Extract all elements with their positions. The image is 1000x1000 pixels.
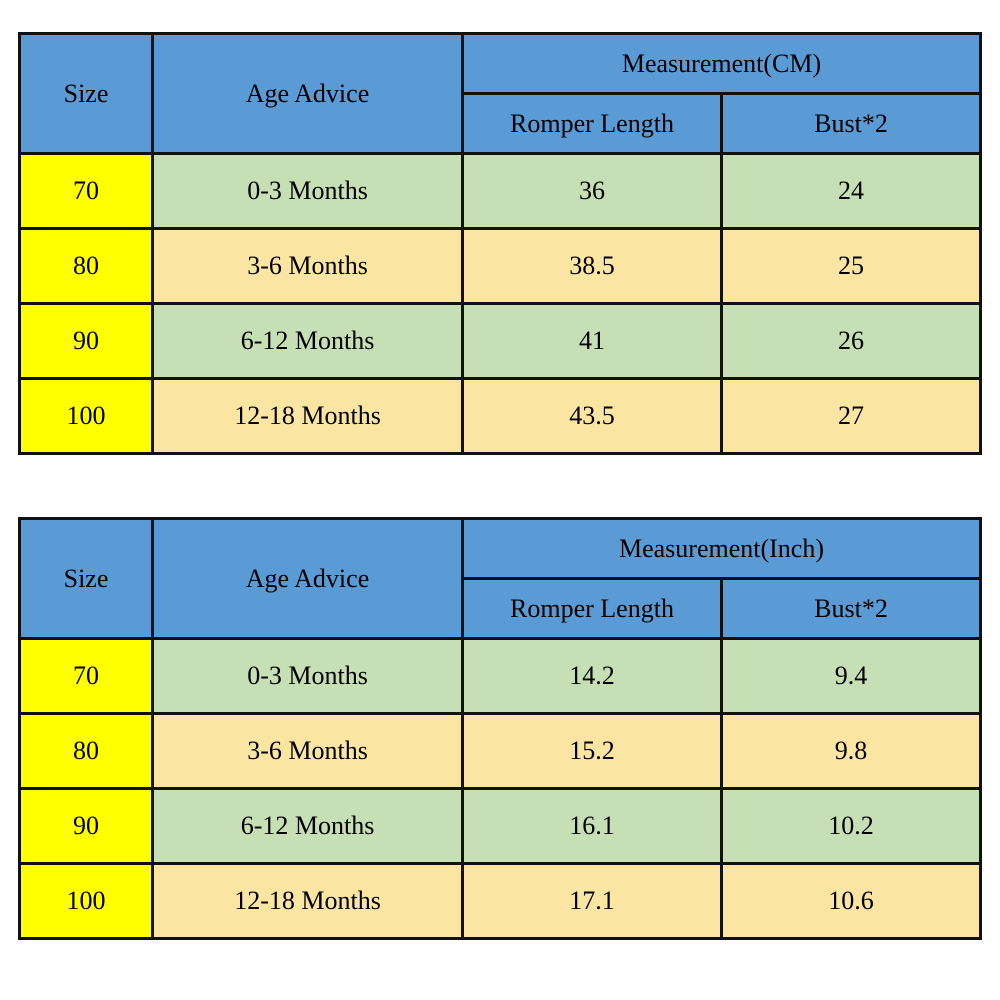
header-age-advice: Age Advice	[151, 32, 464, 155]
cell-size: 90	[18, 302, 154, 380]
cell-age: 12-18 Months	[151, 377, 464, 455]
cell-bust: 27	[720, 377, 982, 455]
cell-size: 70	[18, 637, 154, 715]
cell-romper-length: 41	[461, 302, 723, 380]
table-row: 100 12-18 Months 17.1 10.6	[18, 862, 982, 940]
size-table-cm: Size Age Advice Measurement(CM) Romper L…	[18, 32, 982, 455]
cell-age: 6-12 Months	[151, 787, 464, 865]
table-row: 90 6-12 Months 16.1 10.2	[18, 787, 982, 865]
cell-age: 6-12 Months	[151, 302, 464, 380]
cell-romper-length: 17.1	[461, 862, 723, 940]
cell-romper-length: 38.5	[461, 227, 723, 305]
header-romper-length: Romper Length	[461, 577, 723, 640]
cell-age: 3-6 Months	[151, 227, 464, 305]
cell-size: 80	[18, 712, 154, 790]
header-romper-length: Romper Length	[461, 92, 723, 155]
table-row: 90 6-12 Months 41 26	[18, 302, 982, 380]
cell-age: 0-3 Months	[151, 152, 464, 230]
size-table-inch: Size Age Advice Measurement(Inch) Romper…	[18, 517, 982, 940]
cell-romper-length: 43.5	[461, 377, 723, 455]
cell-bust: 10.6	[720, 862, 982, 940]
header-measurement-inch: Measurement(Inch)	[461, 517, 982, 580]
cell-romper-length: 36	[461, 152, 723, 230]
cell-size: 100	[18, 377, 154, 455]
cell-age: 0-3 Months	[151, 637, 464, 715]
cell-romper-length: 16.1	[461, 787, 723, 865]
table-row: 100 12-18 Months 43.5 27	[18, 377, 982, 455]
header-size: Size	[18, 32, 154, 155]
header-age-advice: Age Advice	[151, 517, 464, 640]
cell-bust: 26	[720, 302, 982, 380]
table-row: 70 0-3 Months 36 24	[18, 152, 982, 230]
cell-bust: 9.8	[720, 712, 982, 790]
cell-bust: 10.2	[720, 787, 982, 865]
cell-age: 12-18 Months	[151, 862, 464, 940]
table-row: 80 3-6 Months 38.5 25	[18, 227, 982, 305]
cell-size: 100	[18, 862, 154, 940]
header-bust2: Bust*2	[720, 92, 982, 155]
cell-size: 70	[18, 152, 154, 230]
cell-age: 3-6 Months	[151, 712, 464, 790]
cell-romper-length: 15.2	[461, 712, 723, 790]
header-bust2: Bust*2	[720, 577, 982, 640]
header-measurement-cm: Measurement(CM)	[461, 32, 982, 95]
cell-bust: 25	[720, 227, 982, 305]
table-row: 70 0-3 Months 14.2 9.4	[18, 637, 982, 715]
cell-bust: 24	[720, 152, 982, 230]
cell-romper-length: 14.2	[461, 637, 723, 715]
cell-bust: 9.4	[720, 637, 982, 715]
header-size: Size	[18, 517, 154, 640]
cell-size: 90	[18, 787, 154, 865]
table-row: 80 3-6 Months 15.2 9.8	[18, 712, 982, 790]
cell-size: 80	[18, 227, 154, 305]
